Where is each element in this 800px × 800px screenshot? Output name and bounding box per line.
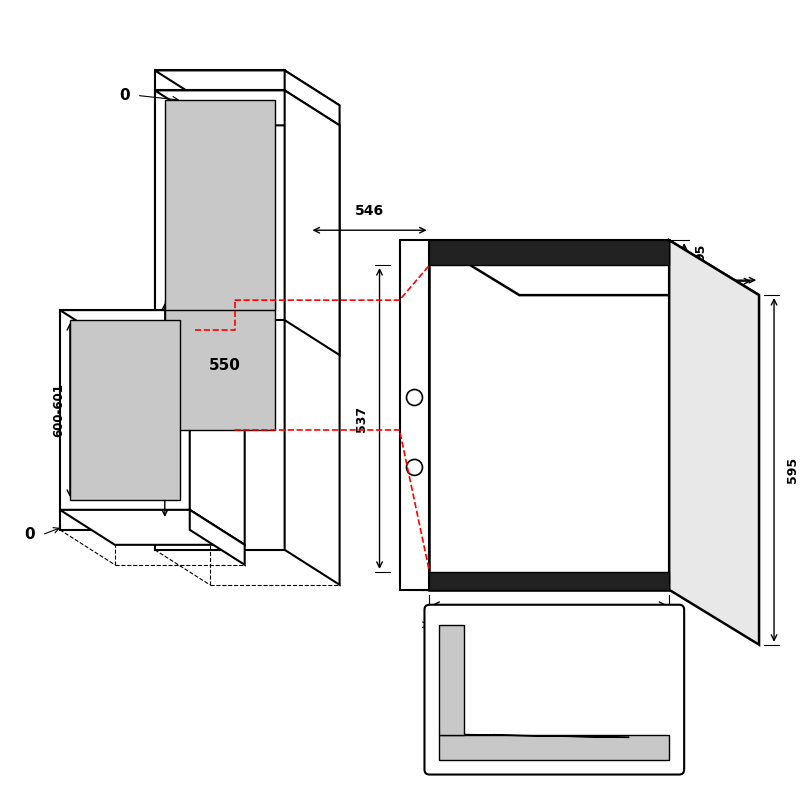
- Polygon shape: [165, 300, 274, 430]
- Polygon shape: [60, 510, 245, 545]
- Text: 543: 543: [630, 252, 658, 266]
- Polygon shape: [439, 734, 669, 759]
- Text: 546: 546: [355, 204, 384, 218]
- Polygon shape: [430, 240, 669, 265]
- Text: 550: 550: [209, 358, 241, 373]
- Polygon shape: [439, 625, 465, 734]
- Text: 5: 5: [424, 634, 431, 645]
- Polygon shape: [155, 90, 339, 126]
- Text: 0: 0: [119, 88, 130, 103]
- Text: 560-568: 560-568: [102, 434, 158, 446]
- Text: 0: 0: [119, 358, 130, 373]
- Polygon shape: [70, 320, 180, 500]
- Text: 89°: 89°: [499, 714, 521, 725]
- Text: 583-585: 583-585: [140, 418, 153, 472]
- Polygon shape: [285, 90, 339, 355]
- FancyBboxPatch shape: [425, 605, 684, 774]
- Circle shape: [406, 390, 422, 406]
- Polygon shape: [669, 240, 759, 645]
- Polygon shape: [155, 70, 339, 106]
- Text: 595: 595: [786, 457, 799, 483]
- Text: 600-601: 600-601: [52, 383, 65, 437]
- Text: 595: 595: [536, 614, 562, 628]
- Polygon shape: [465, 734, 629, 738]
- Polygon shape: [190, 510, 245, 565]
- Text: 20: 20: [470, 628, 483, 638]
- Text: 10: 10: [664, 754, 678, 765]
- Polygon shape: [399, 240, 430, 590]
- Polygon shape: [165, 100, 274, 310]
- Text: 560-568: 560-568: [170, 338, 182, 392]
- Circle shape: [406, 459, 422, 475]
- Text: 537: 537: [354, 406, 367, 431]
- Text: 95: 95: [694, 244, 707, 262]
- Polygon shape: [285, 70, 339, 585]
- Polygon shape: [430, 240, 759, 295]
- Text: 572: 572: [438, 414, 450, 441]
- Polygon shape: [60, 510, 190, 530]
- Polygon shape: [60, 310, 245, 345]
- Text: 477: 477: [533, 702, 556, 713]
- Polygon shape: [430, 572, 669, 590]
- Polygon shape: [155, 90, 285, 320]
- Polygon shape: [430, 240, 669, 590]
- Text: 18: 18: [517, 273, 534, 286]
- Text: 0: 0: [24, 527, 35, 542]
- Polygon shape: [155, 70, 285, 550]
- Text: 345: 345: [585, 306, 614, 320]
- Polygon shape: [60, 310, 190, 510]
- Text: 550: 550: [114, 382, 146, 398]
- Text: 564: 564: [625, 253, 654, 267]
- Polygon shape: [190, 310, 245, 545]
- Text: 0: 0: [664, 743, 671, 753]
